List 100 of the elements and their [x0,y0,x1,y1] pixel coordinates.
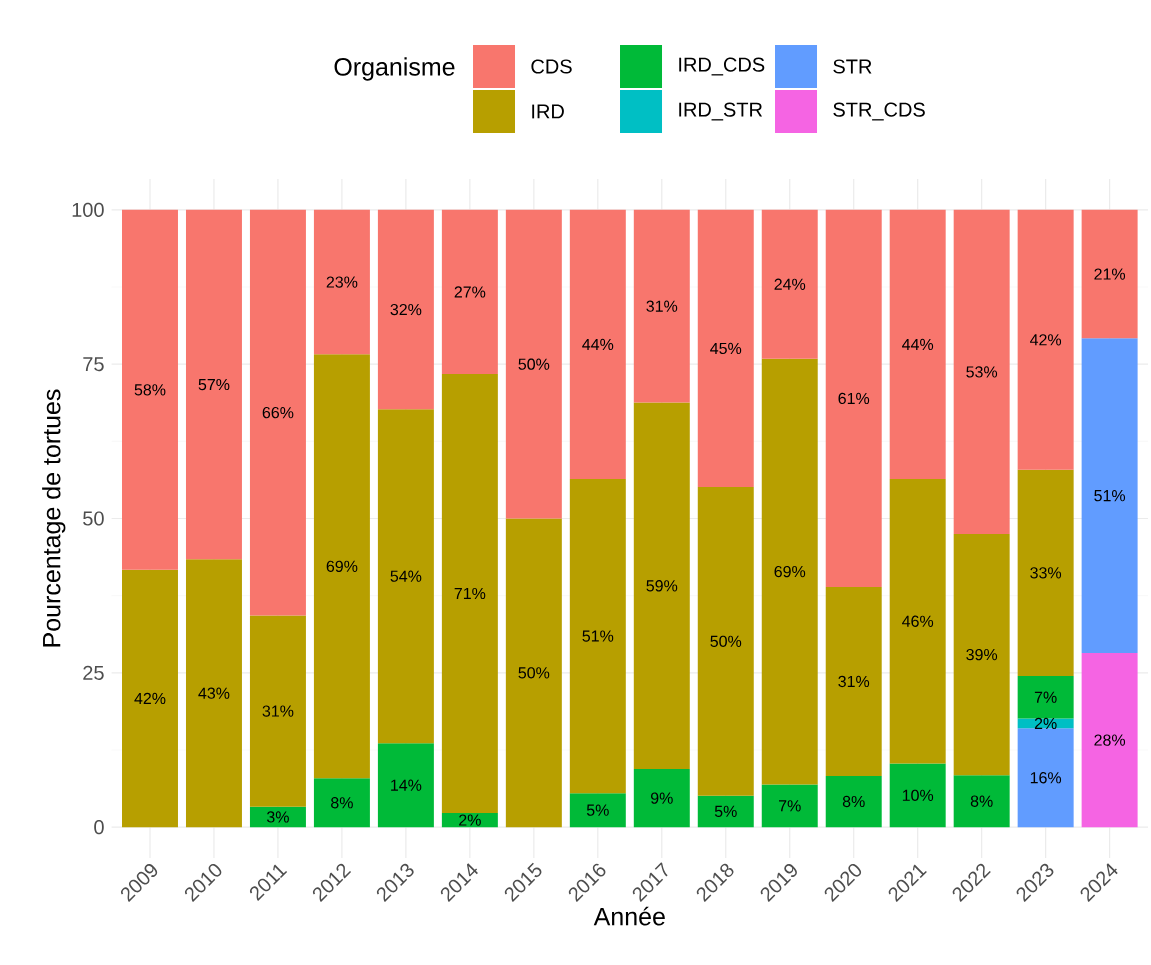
bar [825,587,882,776]
bar [377,743,434,828]
bar [569,209,626,479]
data-label: 2% [1034,717,1057,730]
bar [825,209,882,588]
bar [441,209,498,375]
bar [633,769,690,828]
bar [569,793,626,828]
bar [249,806,306,828]
data-label: 21% [1094,268,1126,280]
data-label: 9% [650,792,673,804]
bar [505,518,562,828]
bar [889,209,946,479]
data-label: 59% [646,580,678,592]
bar [825,775,882,828]
data-label: 42% [134,692,166,705]
bar [1017,209,1074,470]
bar [633,209,690,403]
data-label: 27% [454,286,486,298]
data-label: 39% [966,648,998,661]
bar [953,209,1010,534]
bar [761,358,818,785]
legend-label: IRD_CDS [679,57,765,76]
bar [1081,338,1138,654]
data-label: 54% [390,570,422,582]
legend-label: CDS [531,59,572,74]
data-label: 42% [1030,334,1062,346]
data-label: 31% [838,675,870,688]
bar [122,569,178,828]
bar [185,559,242,828]
data-label: 2% [459,814,481,826]
bar [249,209,306,616]
data-label: 32% [390,303,422,316]
data-label: 69% [326,560,358,572]
bar [377,409,434,744]
data-label: 5% [586,804,609,816]
y-tick-label: 100 [72,202,104,217]
data-label: 44% [582,338,614,351]
bar [889,763,946,828]
bar [697,487,754,796]
bar [1081,653,1138,828]
data-label: 8% [331,797,353,809]
legend-label: IRD_STR [679,102,763,121]
legend-label: IRD [532,104,564,119]
bar [697,209,754,488]
data-label: 24% [774,278,806,290]
data-label: 8% [842,795,865,808]
data-label: 50% [710,635,742,647]
bar [505,209,562,519]
y-axis-title: Pourcentage de tortues [42,389,66,647]
data-label: 31% [646,300,678,312]
y-tick-label: 75 [83,357,104,372]
bar [1017,728,1074,828]
bar [185,209,242,560]
bar [633,402,690,770]
bar [569,479,626,794]
data-label: 16% [1030,772,1062,784]
data-label: 7% [1034,691,1057,703]
data-label: 31% [262,705,294,717]
bar [1081,209,1138,339]
data-label: 33% [1030,567,1062,579]
data-label: 14% [391,779,422,791]
bar [441,374,498,813]
bar [122,209,178,570]
data-label: 51% [1094,490,1126,502]
bar [249,615,306,807]
bar [889,479,946,764]
data-label: 23% [326,276,358,288]
data-label: 45% [710,342,742,355]
data-label: 69% [774,565,806,578]
bar [313,209,370,355]
bar [953,775,1010,828]
data-label: 50% [518,358,550,370]
data-label: 43% [198,687,230,699]
x-axis-title: Année [593,906,665,926]
bar [313,778,370,828]
data-label: 66% [262,406,294,419]
data-label: 5% [714,805,737,818]
data-label: 58% [134,384,166,396]
legend-title: Organisme [334,57,455,81]
data-label: 3% [266,811,289,823]
bar [761,784,818,828]
y-tick-label: 50 [83,511,104,526]
bar [313,354,370,779]
data-label: 71% [454,587,486,600]
data-label: 28% [1094,734,1126,746]
data-label: 50% [518,667,550,679]
data-label: 61% [838,392,870,405]
data-label: 8% [970,795,993,807]
data-label: 57% [198,378,230,391]
legend-label: STR_CDS [833,102,925,121]
data-label: 46% [902,615,934,627]
data-label: 10% [902,789,934,802]
bar [953,533,1010,776]
y-tick-label: 0 [94,820,104,835]
y-tick-label: 25 [83,665,104,680]
bar [1017,675,1074,719]
legend-label: STR [833,59,872,74]
data-label: 44% [902,338,934,351]
bar [377,209,434,410]
